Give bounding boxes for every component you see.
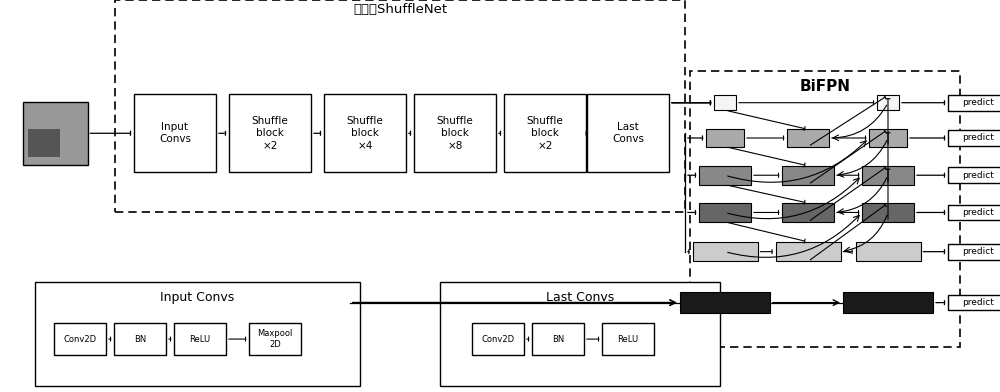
FancyBboxPatch shape xyxy=(587,94,669,172)
Text: predict: predict xyxy=(962,298,994,307)
FancyBboxPatch shape xyxy=(114,323,166,355)
FancyBboxPatch shape xyxy=(440,282,720,386)
Text: predict: predict xyxy=(962,247,994,256)
FancyBboxPatch shape xyxy=(174,323,226,355)
FancyBboxPatch shape xyxy=(948,130,1000,146)
FancyBboxPatch shape xyxy=(706,129,744,147)
FancyBboxPatch shape xyxy=(948,205,1000,220)
Text: predict: predict xyxy=(962,171,994,180)
FancyBboxPatch shape xyxy=(877,95,899,110)
FancyBboxPatch shape xyxy=(229,94,311,172)
FancyBboxPatch shape xyxy=(782,203,834,222)
FancyBboxPatch shape xyxy=(856,242,921,261)
Text: Maxpool
2D: Maxpool 2D xyxy=(257,329,293,349)
FancyBboxPatch shape xyxy=(532,323,584,355)
FancyBboxPatch shape xyxy=(414,94,496,172)
Text: 改进的ShuffleNet: 改进的ShuffleNet xyxy=(353,3,447,16)
FancyBboxPatch shape xyxy=(249,323,301,355)
Text: Input
Convs: Input Convs xyxy=(159,122,191,145)
Text: Input Convs: Input Convs xyxy=(160,291,235,305)
Text: ReLU: ReLU xyxy=(189,335,211,343)
Text: Shuffle
block
×2: Shuffle block ×2 xyxy=(252,116,288,151)
FancyBboxPatch shape xyxy=(948,95,1000,111)
FancyBboxPatch shape xyxy=(680,292,770,313)
FancyBboxPatch shape xyxy=(602,323,654,355)
FancyBboxPatch shape xyxy=(54,323,106,355)
Text: Shuffle
block
×2: Shuffle block ×2 xyxy=(527,116,563,151)
FancyBboxPatch shape xyxy=(504,94,586,172)
FancyBboxPatch shape xyxy=(699,166,751,185)
Text: Shuffle
block
×4: Shuffle block ×4 xyxy=(347,116,383,151)
FancyBboxPatch shape xyxy=(28,129,60,157)
Text: Last
Convs: Last Convs xyxy=(612,122,644,145)
Text: Last Convs: Last Convs xyxy=(546,291,614,305)
FancyBboxPatch shape xyxy=(948,167,1000,183)
Text: Conv2D: Conv2D xyxy=(63,335,97,343)
Text: Conv2D: Conv2D xyxy=(481,335,515,343)
FancyBboxPatch shape xyxy=(35,282,360,386)
FancyBboxPatch shape xyxy=(776,242,840,261)
Text: predict: predict xyxy=(962,134,994,142)
FancyBboxPatch shape xyxy=(324,94,406,172)
FancyBboxPatch shape xyxy=(714,95,736,110)
FancyBboxPatch shape xyxy=(862,166,914,185)
FancyBboxPatch shape xyxy=(843,292,933,313)
Text: Shuffle
block
×8: Shuffle block ×8 xyxy=(437,116,473,151)
FancyBboxPatch shape xyxy=(22,102,88,165)
Text: predict: predict xyxy=(962,208,994,217)
FancyBboxPatch shape xyxy=(472,323,524,355)
Text: predict: predict xyxy=(962,98,994,107)
FancyBboxPatch shape xyxy=(692,242,758,261)
FancyBboxPatch shape xyxy=(948,295,1000,310)
FancyBboxPatch shape xyxy=(948,244,1000,260)
FancyBboxPatch shape xyxy=(134,94,216,172)
Text: BiFPN: BiFPN xyxy=(800,79,850,94)
Text: BN: BN xyxy=(552,335,564,343)
Text: ReLU: ReLU xyxy=(617,335,639,343)
FancyBboxPatch shape xyxy=(699,203,751,222)
FancyBboxPatch shape xyxy=(782,166,834,185)
FancyBboxPatch shape xyxy=(787,129,829,147)
FancyBboxPatch shape xyxy=(862,203,914,222)
FancyBboxPatch shape xyxy=(869,129,907,147)
Text: BN: BN xyxy=(134,335,146,343)
